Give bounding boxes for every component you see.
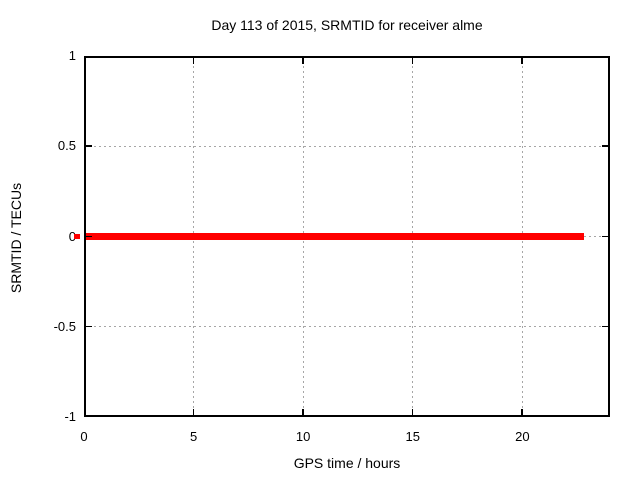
y-gridline (84, 326, 610, 328)
series-line-srmtid (84, 233, 584, 240)
y-tick-label: -0.5 (53, 318, 76, 334)
x-tick-mark-top (192, 58, 195, 64)
y-gridline (84, 145, 610, 147)
x-tick-mark-bottom (521, 409, 523, 415)
y-tick-mark-right (602, 145, 608, 147)
y-tick-label: 0.5 (57, 138, 76, 154)
y-tick-mark-left (86, 235, 92, 237)
x-tick-mark-bottom (411, 409, 414, 415)
x-tick-label: 20 (515, 429, 530, 444)
zero-line-stub (74, 234, 80, 239)
x-tick-mark-top (411, 58, 414, 64)
y-tick-label: 0 (68, 228, 76, 244)
x-tick-label: 10 (295, 429, 311, 444)
y-tick-label: 1 (68, 48, 76, 63)
x-tick-mark-bottom (192, 409, 195, 415)
x-tick-mark-top (302, 58, 304, 64)
y-tick-mark-right (602, 235, 608, 237)
x-tick-mark-top (521, 58, 523, 64)
x-axis-label: GPS time / hours (293, 455, 401, 471)
plot-border (84, 56, 610, 417)
y-tick-label: -1 (64, 409, 76, 424)
x-tick-mark-bottom (302, 409, 304, 415)
chart-title: Day 113 of 2015, SRMTID for receiver alm… (211, 17, 483, 33)
y-tick-mark-left (86, 145, 92, 147)
x-tick-label: 0 (80, 429, 88, 444)
x-tick-label: 15 (405, 429, 420, 444)
y-tick-mark-right (602, 325, 608, 328)
y-tick-mark-left (86, 325, 92, 328)
x-tick-label: 5 (189, 429, 198, 444)
